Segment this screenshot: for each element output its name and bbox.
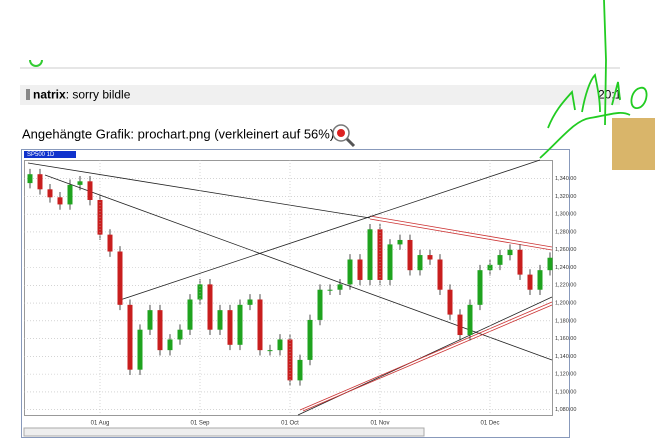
- x-tick-label: 01 Oct: [281, 421, 299, 427]
- candle-body: [217, 310, 223, 330]
- candle-body: [27, 174, 33, 184]
- candle-body: [327, 289, 333, 291]
- message: : sorry bildle: [66, 88, 131, 102]
- y-tick-label: 1,140.00: [555, 354, 576, 360]
- candle-body: [527, 274, 533, 290]
- y-tick-label: 1,120.00: [555, 372, 576, 378]
- candle-body: [267, 350, 273, 352]
- candle-body: [307, 319, 313, 360]
- candle-body: [127, 304, 133, 370]
- scrollbar[interactable]: [23, 427, 425, 437]
- chart-frame: [21, 149, 570, 438]
- candle-body: [417, 255, 423, 271]
- candle-body: [467, 304, 473, 336]
- candle-body: [367, 229, 373, 280]
- candle-body: [187, 299, 193, 330]
- candle-body: [137, 329, 143, 370]
- candle-body: [57, 197, 63, 205]
- candle-body: [237, 304, 243, 345]
- status-icon: [29, 59, 43, 67]
- candle-body: [287, 339, 293, 381]
- symbol-box: [24, 151, 76, 158]
- x-tick-label: 01 Sep: [190, 421, 210, 427]
- candle-body: [397, 239, 403, 245]
- candle-body: [247, 299, 253, 305]
- candle-body: [457, 314, 463, 336]
- candle-body: [437, 259, 443, 290]
- caption: Angehängte Grafik: prochart.png (verklei…: [22, 126, 334, 141]
- candle-body: [117, 251, 123, 305]
- symbol: SP500 1D: [27, 152, 55, 158]
- y-tick-label: 1,280.00: [555, 229, 576, 235]
- candle-body: [87, 181, 93, 200]
- y-tick-label: 1,340.00: [555, 176, 576, 182]
- post-title: natrix: sorry bildle: [33, 88, 131, 102]
- candle-body: [197, 284, 203, 300]
- candle-body: [227, 310, 233, 345]
- candle-body: [257, 299, 263, 351]
- candle-body: [407, 239, 413, 271]
- candle-body: [387, 244, 393, 280]
- candle-body: [337, 284, 343, 290]
- plot-area: [24, 160, 553, 416]
- candle-body: [347, 259, 353, 285]
- candle-body: [547, 257, 553, 271]
- candle-body: [67, 184, 73, 205]
- candle-body: [477, 270, 483, 305]
- handwriting: [539, 0, 648, 159]
- y-tick-label: 1,220.00: [555, 283, 576, 289]
- candle-body: [517, 249, 523, 275]
- avatar-edge: [612, 118, 655, 170]
- candle-body: [357, 259, 363, 280]
- y-tick-label: 1,100.00: [555, 389, 576, 395]
- candle-body: [177, 329, 183, 340]
- y-tick-label: 1,180.00: [555, 318, 576, 324]
- post-icon: [26, 89, 30, 100]
- zoom-icon[interactable]: [332, 124, 356, 148]
- candle-body: [507, 249, 513, 256]
- candle-body: [37, 174, 43, 190]
- y-tick-label: 1,160.00: [555, 336, 576, 342]
- y-tick-label: 1,300.00: [555, 212, 576, 218]
- author[interactable]: natrix: [33, 88, 66, 102]
- candle-body: [447, 289, 453, 315]
- candle-body: [157, 310, 163, 351]
- candle-body: [107, 234, 113, 252]
- y-tick-label: 1,080.00: [555, 407, 576, 413]
- y-tick-label: 1,240.00: [555, 265, 576, 271]
- y-tick-label: 1,200.00: [555, 301, 576, 307]
- candle-body: [427, 255, 433, 260]
- candle-body: [167, 339, 173, 351]
- candle-body: [147, 310, 153, 330]
- y-tick-label: 1,260.00: [555, 247, 576, 253]
- candle-body: [207, 284, 213, 330]
- x-tick-label: 01 Nov: [370, 421, 389, 427]
- x-tick-label: 01 Aug: [91, 421, 110, 427]
- candle-body: [317, 289, 323, 320]
- candle-body: [47, 189, 53, 198]
- post-header: [20, 85, 620, 105]
- candle-body: [297, 359, 303, 381]
- candle-body: [377, 229, 383, 280]
- candle-body: [77, 181, 83, 185]
- candle-body: [497, 255, 503, 265]
- candle-body: [277, 339, 283, 351]
- y-tick-label: 1,320.00: [555, 194, 576, 200]
- x-tick-label: 01 Dec: [480, 421, 499, 427]
- candle-body: [487, 264, 493, 271]
- candle-body: [537, 270, 543, 290]
